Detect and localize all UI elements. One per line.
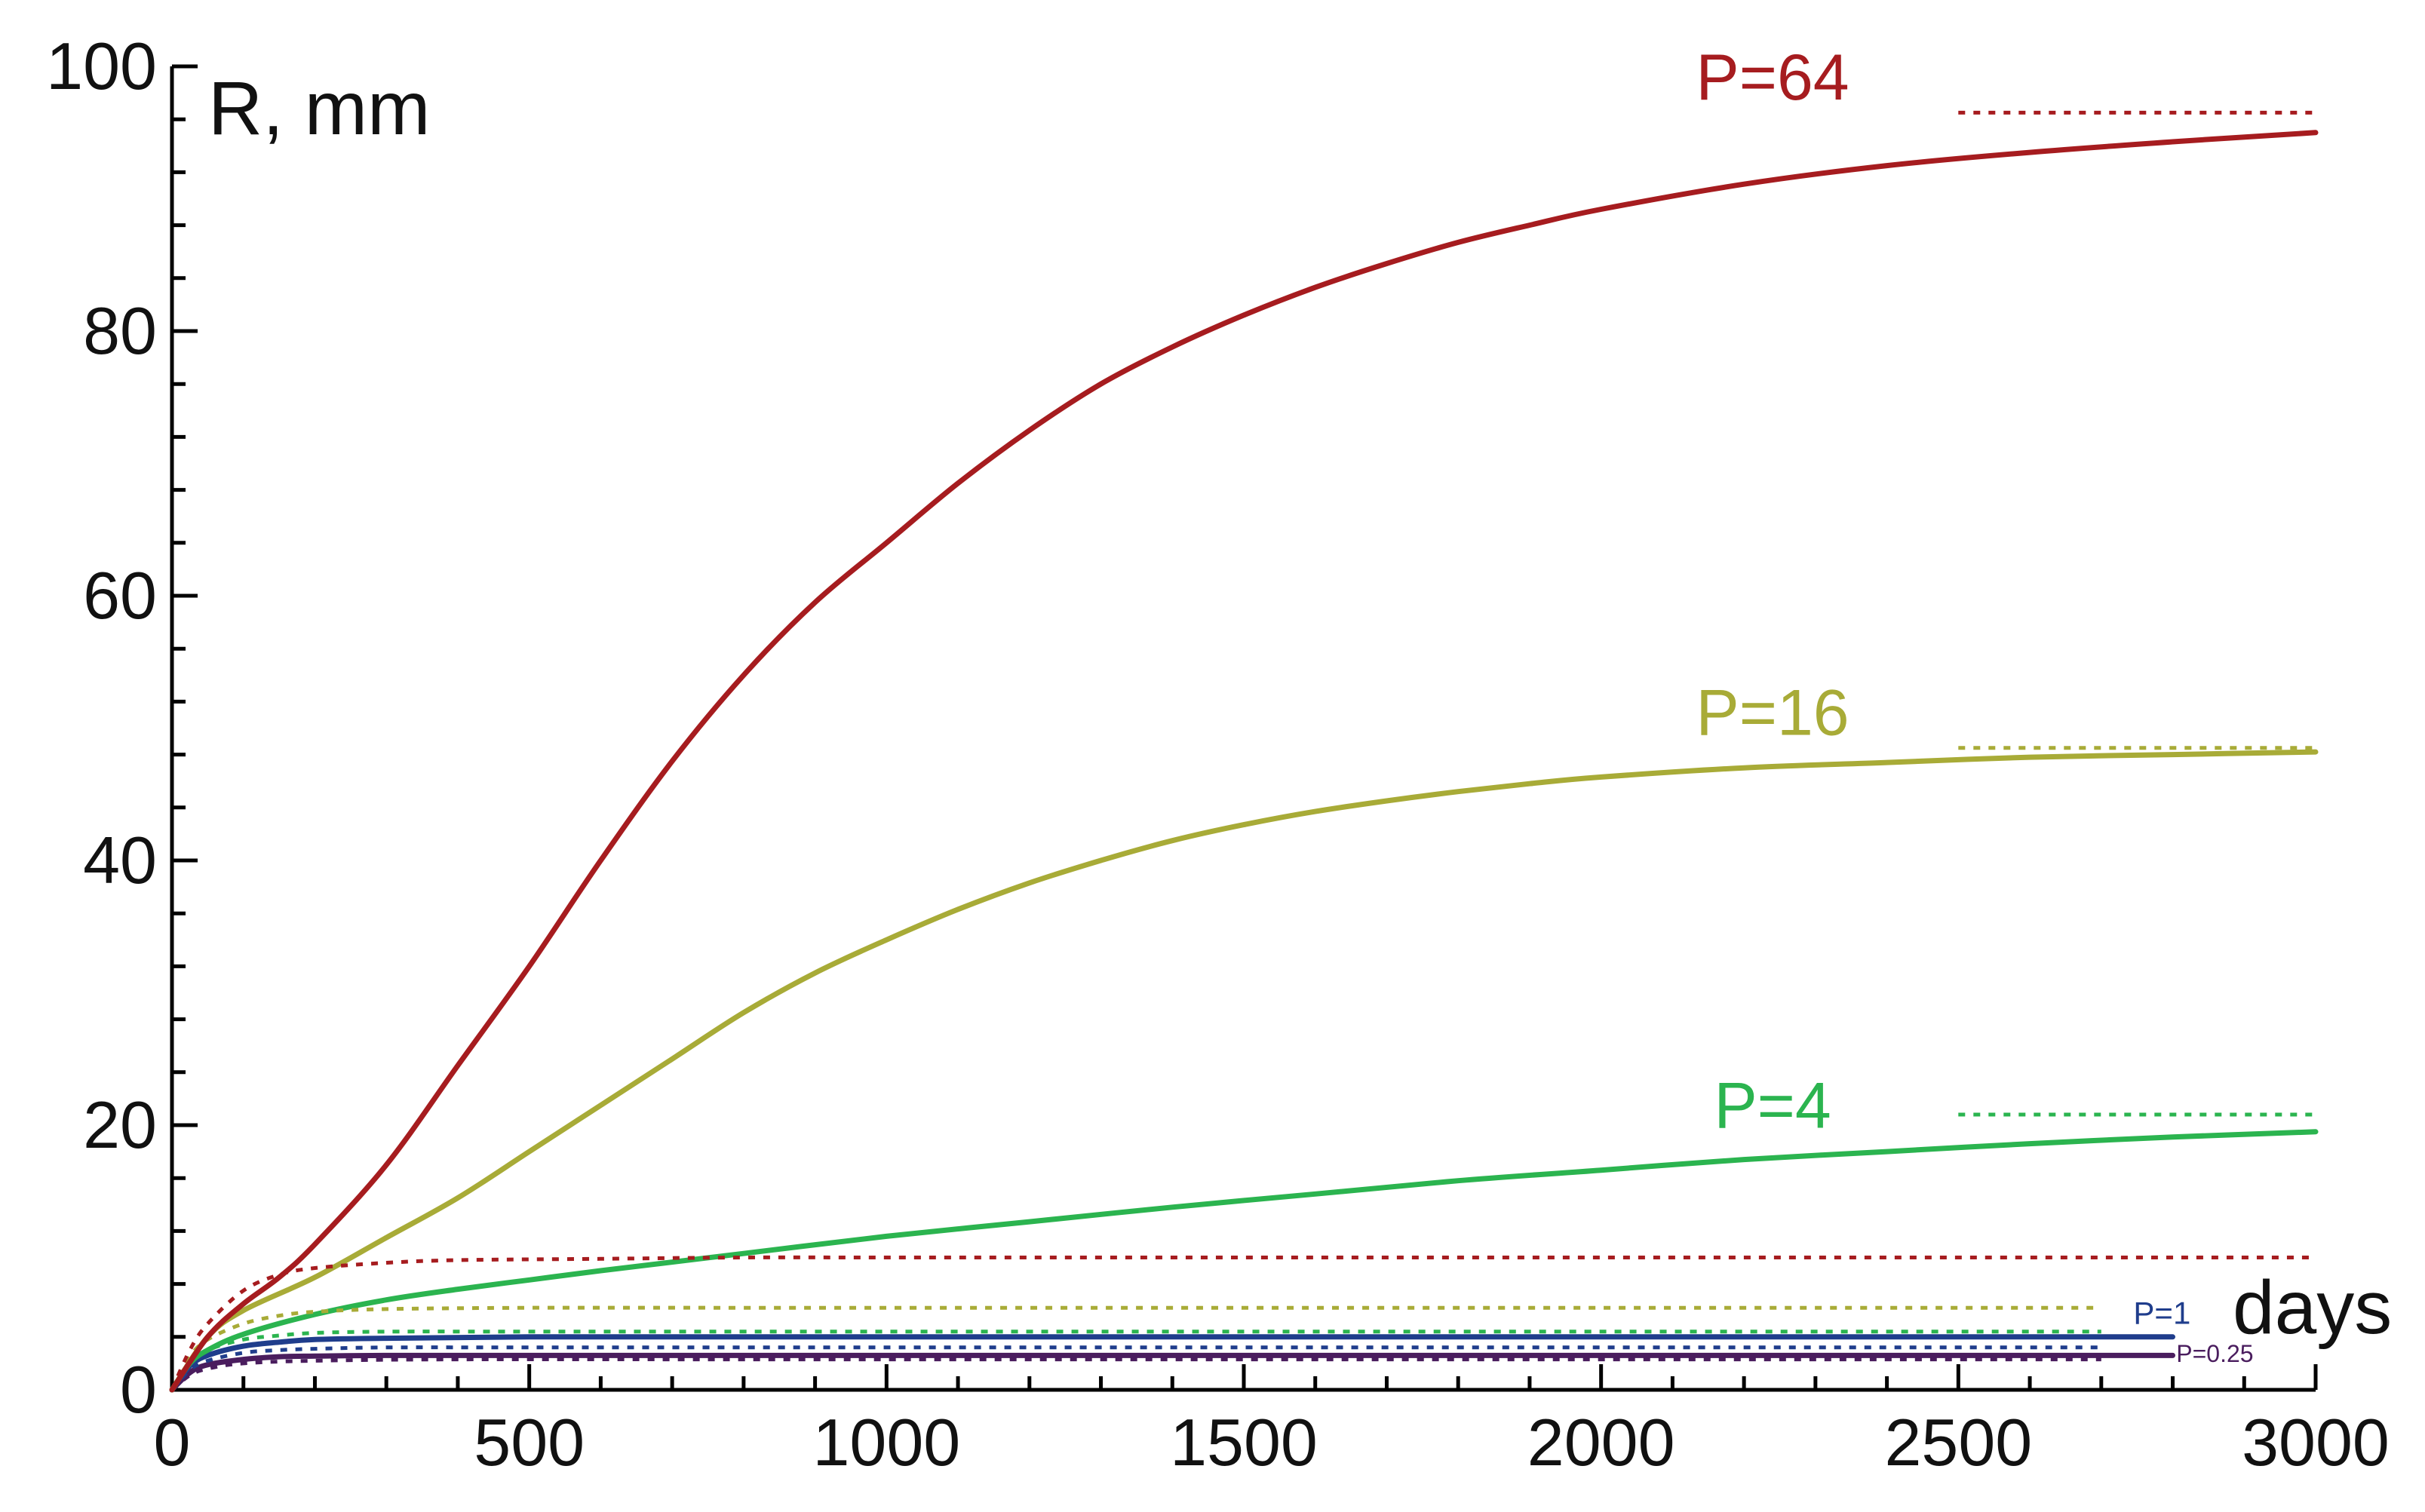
series-label-p-16: P=16 — [1696, 676, 1849, 749]
series-p-4-solid-line — [169, 1129, 2319, 1393]
series-p-0-25-solid-line — [169, 1352, 2175, 1393]
series-label-p-0-25: P=0.25 — [2176, 1340, 2253, 1367]
y-tick-label: 100 — [46, 29, 157, 103]
x-tick-label: 1000 — [812, 1405, 960, 1480]
series-label-p-4: P=4 — [1714, 1070, 1831, 1142]
x-tick-label: 2000 — [1527, 1405, 1675, 1480]
series-p-0-25-dotted-line — [170, 1357, 2101, 1391]
y-axis-label: R, mm — [208, 66, 430, 151]
x-tick-label: 3000 — [2242, 1405, 2390, 1480]
series-p-4-dotted-line — [170, 1330, 2101, 1391]
y-tick-label: 0 — [120, 1352, 157, 1427]
x-tick-label: 0 — [154, 1405, 191, 1480]
y-tick-label: 80 — [83, 293, 157, 368]
x-tick-label: 500 — [474, 1405, 585, 1480]
x-axis-label: days — [2233, 1265, 2392, 1350]
series-p-1 — [169, 1334, 2175, 1393]
series-p-1-solid-line — [169, 1334, 2175, 1393]
axes — [170, 66, 2316, 1392]
series-p-64-solid-line — [169, 130, 2319, 1393]
series-label-p-64: P=64 — [1696, 41, 1849, 114]
series-p-4 — [169, 1112, 2319, 1393]
y-tick-label: 20 — [83, 1087, 157, 1162]
series-p-16-dotted-line — [170, 1305, 2101, 1391]
x-tick-label: 1500 — [1170, 1405, 1318, 1480]
ticks: 0 500 1000 1500 2000 2500 3000 0 20 40 60 80 100 — [46, 29, 2390, 1480]
series-layer: P=64 P=16 P=4 P=1 P=0.25 — [169, 41, 2319, 1393]
series-p-16 — [169, 746, 2319, 1393]
y-tick-label: 60 — [83, 558, 157, 633]
x-tick-label: 2500 — [1884, 1405, 2032, 1480]
series-p-16-solid-line — [169, 749, 2319, 1393]
series-p-64 — [169, 110, 2319, 1393]
y-tick-label: 40 — [83, 823, 157, 897]
series-label-p-1: P=1 — [2133, 1295, 2190, 1330]
series-p-0-25 — [169, 1352, 2175, 1393]
labels: R, mm days — [208, 66, 2392, 1350]
